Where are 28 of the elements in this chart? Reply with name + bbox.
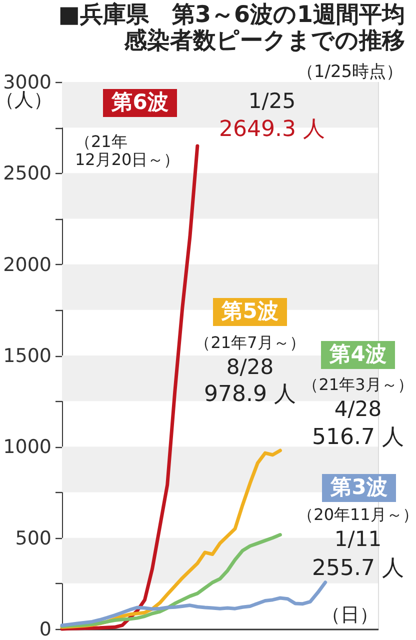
y-tick-label: 500	[15, 527, 52, 550]
annotation: 1/25	[248, 89, 296, 113]
annotation: （21年7月～）	[194, 333, 306, 352]
y-tick-label: 1500	[3, 345, 52, 367]
text: 第5波	[220, 299, 278, 323]
y-axis-title: （人）	[0, 89, 52, 111]
text: 第6波	[110, 90, 168, 114]
annotation: 4/28	[334, 397, 382, 421]
y-tick-label: 0	[39, 618, 52, 640]
y-tick-label: 1000	[3, 436, 52, 458]
line-series	[60, 580, 328, 628]
chart-subtitle: （1/25時点）	[296, 62, 404, 82]
text: 第3波	[330, 475, 388, 499]
x-axis-title: （日）	[322, 604, 378, 626]
y-tick-label: 2000	[3, 254, 52, 276]
annotation: 978.9 人	[204, 382, 296, 407]
annotation: （20年11月～）	[298, 505, 416, 524]
annotation: 8/28	[226, 355, 274, 379]
annotation: 1/11	[334, 527, 382, 551]
chart-title: ■兵庫県 第3～6波の1週間平均感染者数ピークまでの推移	[58, 1, 405, 54]
annotation: （21年3月～）	[302, 375, 414, 394]
line-series	[60, 533, 282, 628]
annotation: 516.7 人	[312, 425, 404, 450]
annotation: （21年 12月20日～）	[75, 132, 180, 169]
annotation: 255.7 人	[312, 556, 404, 581]
text: 第4波	[328, 342, 386, 366]
annotation: 2649.3 人	[219, 117, 325, 142]
y-tick-label: 2500	[3, 162, 52, 185]
